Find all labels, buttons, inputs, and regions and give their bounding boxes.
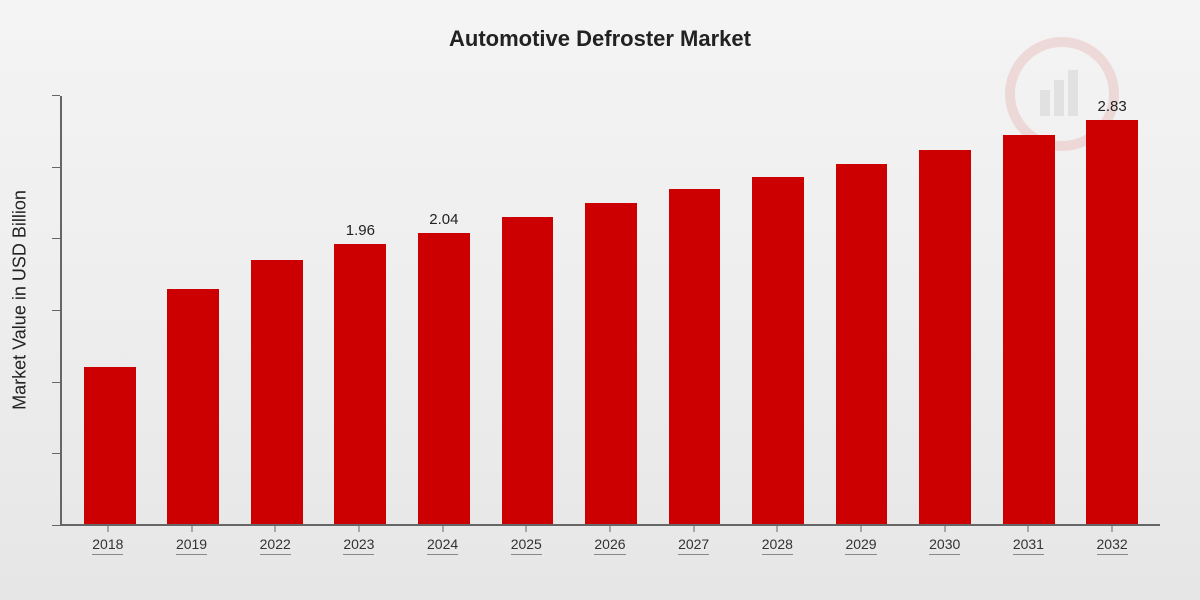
- x-tick-mark: [777, 526, 778, 532]
- x-tick: 2022: [233, 528, 317, 555]
- x-tick-mark: [861, 526, 862, 532]
- bar: [1003, 135, 1055, 524]
- x-axis-labels: 2018201920222023202420252026202720282029…: [60, 528, 1160, 555]
- x-tick-mark: [609, 526, 610, 532]
- x-tick: 2029: [819, 528, 903, 555]
- bar-value-label: 1.96: [346, 222, 375, 240]
- x-tick-mark: [442, 526, 443, 532]
- x-tick: 2031: [987, 528, 1071, 555]
- x-tick: 2030: [903, 528, 987, 555]
- x-tick: 2028: [736, 528, 820, 555]
- x-tick-mark: [107, 526, 108, 532]
- bar: [752, 177, 804, 524]
- y-tick: [52, 525, 60, 526]
- x-tick-mark: [944, 526, 945, 532]
- bar: [1086, 120, 1138, 524]
- bar: [836, 164, 888, 524]
- x-tick: 2024: [401, 528, 485, 555]
- x-tick-mark: [1028, 526, 1029, 532]
- x-tick: 2032: [1070, 528, 1154, 555]
- y-tick: [52, 95, 60, 96]
- y-axis-label: Market Value in USD Billion: [10, 190, 31, 410]
- bar: [334, 244, 386, 524]
- bar-slot: [653, 96, 737, 524]
- bar-slot: [987, 96, 1071, 524]
- bar-value-label: 2.83: [1098, 98, 1127, 116]
- y-tick: [52, 238, 60, 239]
- chart-title: Automotive Defroster Market: [0, 26, 1200, 52]
- x-tick: 2026: [568, 528, 652, 555]
- y-tick: [52, 382, 60, 383]
- plot-area: 1.96 2.04 2.83: [60, 96, 1160, 526]
- chart-container: Automotive Defroster Market Market Value…: [0, 0, 1200, 600]
- x-tick: 2027: [652, 528, 736, 555]
- x-tick-mark: [1112, 526, 1113, 532]
- bar-slot: [736, 96, 820, 524]
- x-tick: 2018: [66, 528, 150, 555]
- bar-value-label: 2.04: [429, 211, 458, 229]
- bar-slot: [235, 96, 319, 524]
- x-tick-mark: [358, 526, 359, 532]
- x-tick-mark: [275, 526, 276, 532]
- bar: [167, 289, 219, 524]
- x-tick-mark: [191, 526, 192, 532]
- bars-group: 1.96 2.04 2.83: [62, 96, 1160, 524]
- bar-slot: 2.04: [402, 96, 486, 524]
- bar-slot: [569, 96, 653, 524]
- bar-slot: [903, 96, 987, 524]
- bar: [669, 189, 721, 524]
- y-tick: [52, 167, 60, 168]
- bar-slot: [820, 96, 904, 524]
- bar-slot: [68, 96, 152, 524]
- bar: [502, 217, 554, 524]
- bar: [585, 203, 637, 524]
- bar: [418, 233, 470, 524]
- x-tick-mark: [693, 526, 694, 532]
- bar: [251, 260, 303, 524]
- bar-slot: 1.96: [319, 96, 403, 524]
- bar-slot: 2.83: [1070, 96, 1154, 524]
- bar-slot: [152, 96, 236, 524]
- bar: [919, 150, 971, 524]
- x-tick-mark: [526, 526, 527, 532]
- y-axis-ticks: [52, 96, 60, 526]
- x-tick: 2023: [317, 528, 401, 555]
- y-tick: [52, 310, 60, 311]
- x-tick: 2019: [150, 528, 234, 555]
- bar: [84, 367, 136, 524]
- bar-slot: [486, 96, 570, 524]
- x-tick: 2025: [484, 528, 568, 555]
- y-tick: [52, 453, 60, 454]
